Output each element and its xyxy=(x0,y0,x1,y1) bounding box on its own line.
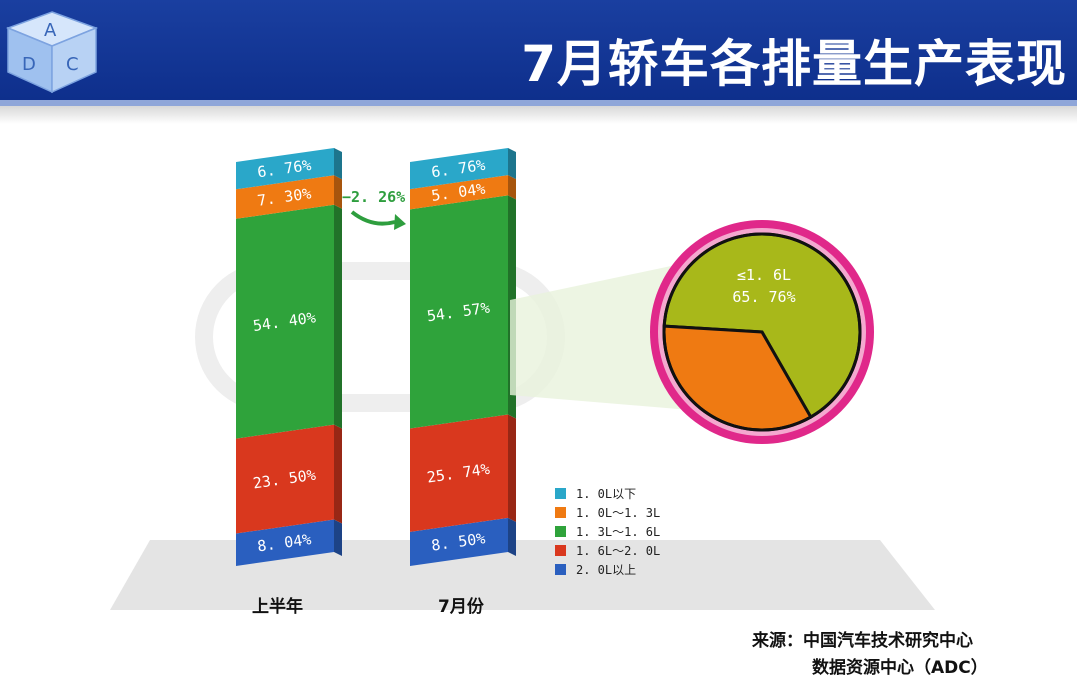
page-title: 7月轿车各排量生产表现 xyxy=(521,35,1067,93)
legend-swatch xyxy=(555,545,566,556)
bar-segment xyxy=(236,204,334,439)
legend-item: 1. 3L～1. 6L xyxy=(555,522,660,541)
source-line-2: 数据资源中心（ADC） xyxy=(812,658,988,678)
pie-outline xyxy=(662,232,862,432)
header-shadow xyxy=(0,106,1077,124)
pie-value-label: 65. 76% xyxy=(732,288,795,306)
pie-label: ≤1. 6L xyxy=(737,266,791,284)
bar-segment-side xyxy=(508,148,516,180)
source-note: 来源：中国汽车技术研究中心 数据资源中心（ADC） xyxy=(752,628,988,682)
bar-segment-side xyxy=(334,519,342,556)
bar-segment xyxy=(410,175,508,210)
bar-segment xyxy=(236,424,334,534)
chart-floor xyxy=(110,540,935,610)
adc-logo: A D C xyxy=(5,11,99,94)
svg-text:A: A xyxy=(44,20,57,41)
bar-segment-side xyxy=(508,517,516,556)
change-arrow-head xyxy=(394,214,406,230)
svg-text:D: D xyxy=(22,54,36,75)
bar-segment-side xyxy=(334,148,342,180)
bar-segment-side xyxy=(334,204,342,429)
bar-segment xyxy=(410,414,508,532)
pie-funnel xyxy=(510,262,690,410)
legend-swatch xyxy=(555,564,566,575)
header-divider xyxy=(0,100,1077,106)
legend-item: 1. 6L～2. 0L xyxy=(555,541,660,560)
legend-label: 1. 3L～1. 6L xyxy=(576,525,661,539)
bar-segment xyxy=(410,195,508,429)
change-annotation: −2. 26% xyxy=(342,188,406,206)
legend-label: 1. 6L～2. 0L xyxy=(576,544,661,558)
bar-segment-side xyxy=(334,175,342,209)
bar-segment xyxy=(410,148,508,190)
legend-item: 2. 0L以上 xyxy=(555,560,660,579)
bar-segment xyxy=(410,517,508,566)
bar-segment-side xyxy=(508,414,516,522)
category-label-0: 上半年 xyxy=(252,597,303,617)
chart-legend: 1. 0L以下 1. 0L～1. 3L 1. 3L～1. 6L 1. 6L～2.… xyxy=(555,484,660,579)
bar-segment-side xyxy=(508,175,516,200)
header-bar xyxy=(0,0,1077,100)
legend-swatch xyxy=(555,526,566,537)
legend-item: 1. 0L以下 xyxy=(555,484,660,503)
source-line-1: 来源：中国汽车技术研究中心 xyxy=(752,631,973,651)
stacked-bar-chart: 8. 04%23. 50%54. 40%7. 30%6. 76%8. 50%25… xyxy=(110,148,935,610)
category-label-1: 7月份 xyxy=(438,597,484,617)
legend-swatch xyxy=(555,488,566,499)
legend-label: 2. 0L以上 xyxy=(576,563,637,577)
legend-label: 1. 0L以下 xyxy=(576,487,637,501)
bar-segment xyxy=(236,148,334,190)
bar-segment xyxy=(236,519,334,566)
bar-segment xyxy=(236,175,334,219)
bar-segment-side xyxy=(334,424,342,524)
legend-swatch xyxy=(555,507,566,518)
svg-text:C: C xyxy=(66,54,79,75)
change-arrow xyxy=(350,210,396,226)
legend-label: 1. 0L～1. 3L xyxy=(576,506,661,520)
legend-item: 1. 0L～1. 3L xyxy=(555,503,660,522)
